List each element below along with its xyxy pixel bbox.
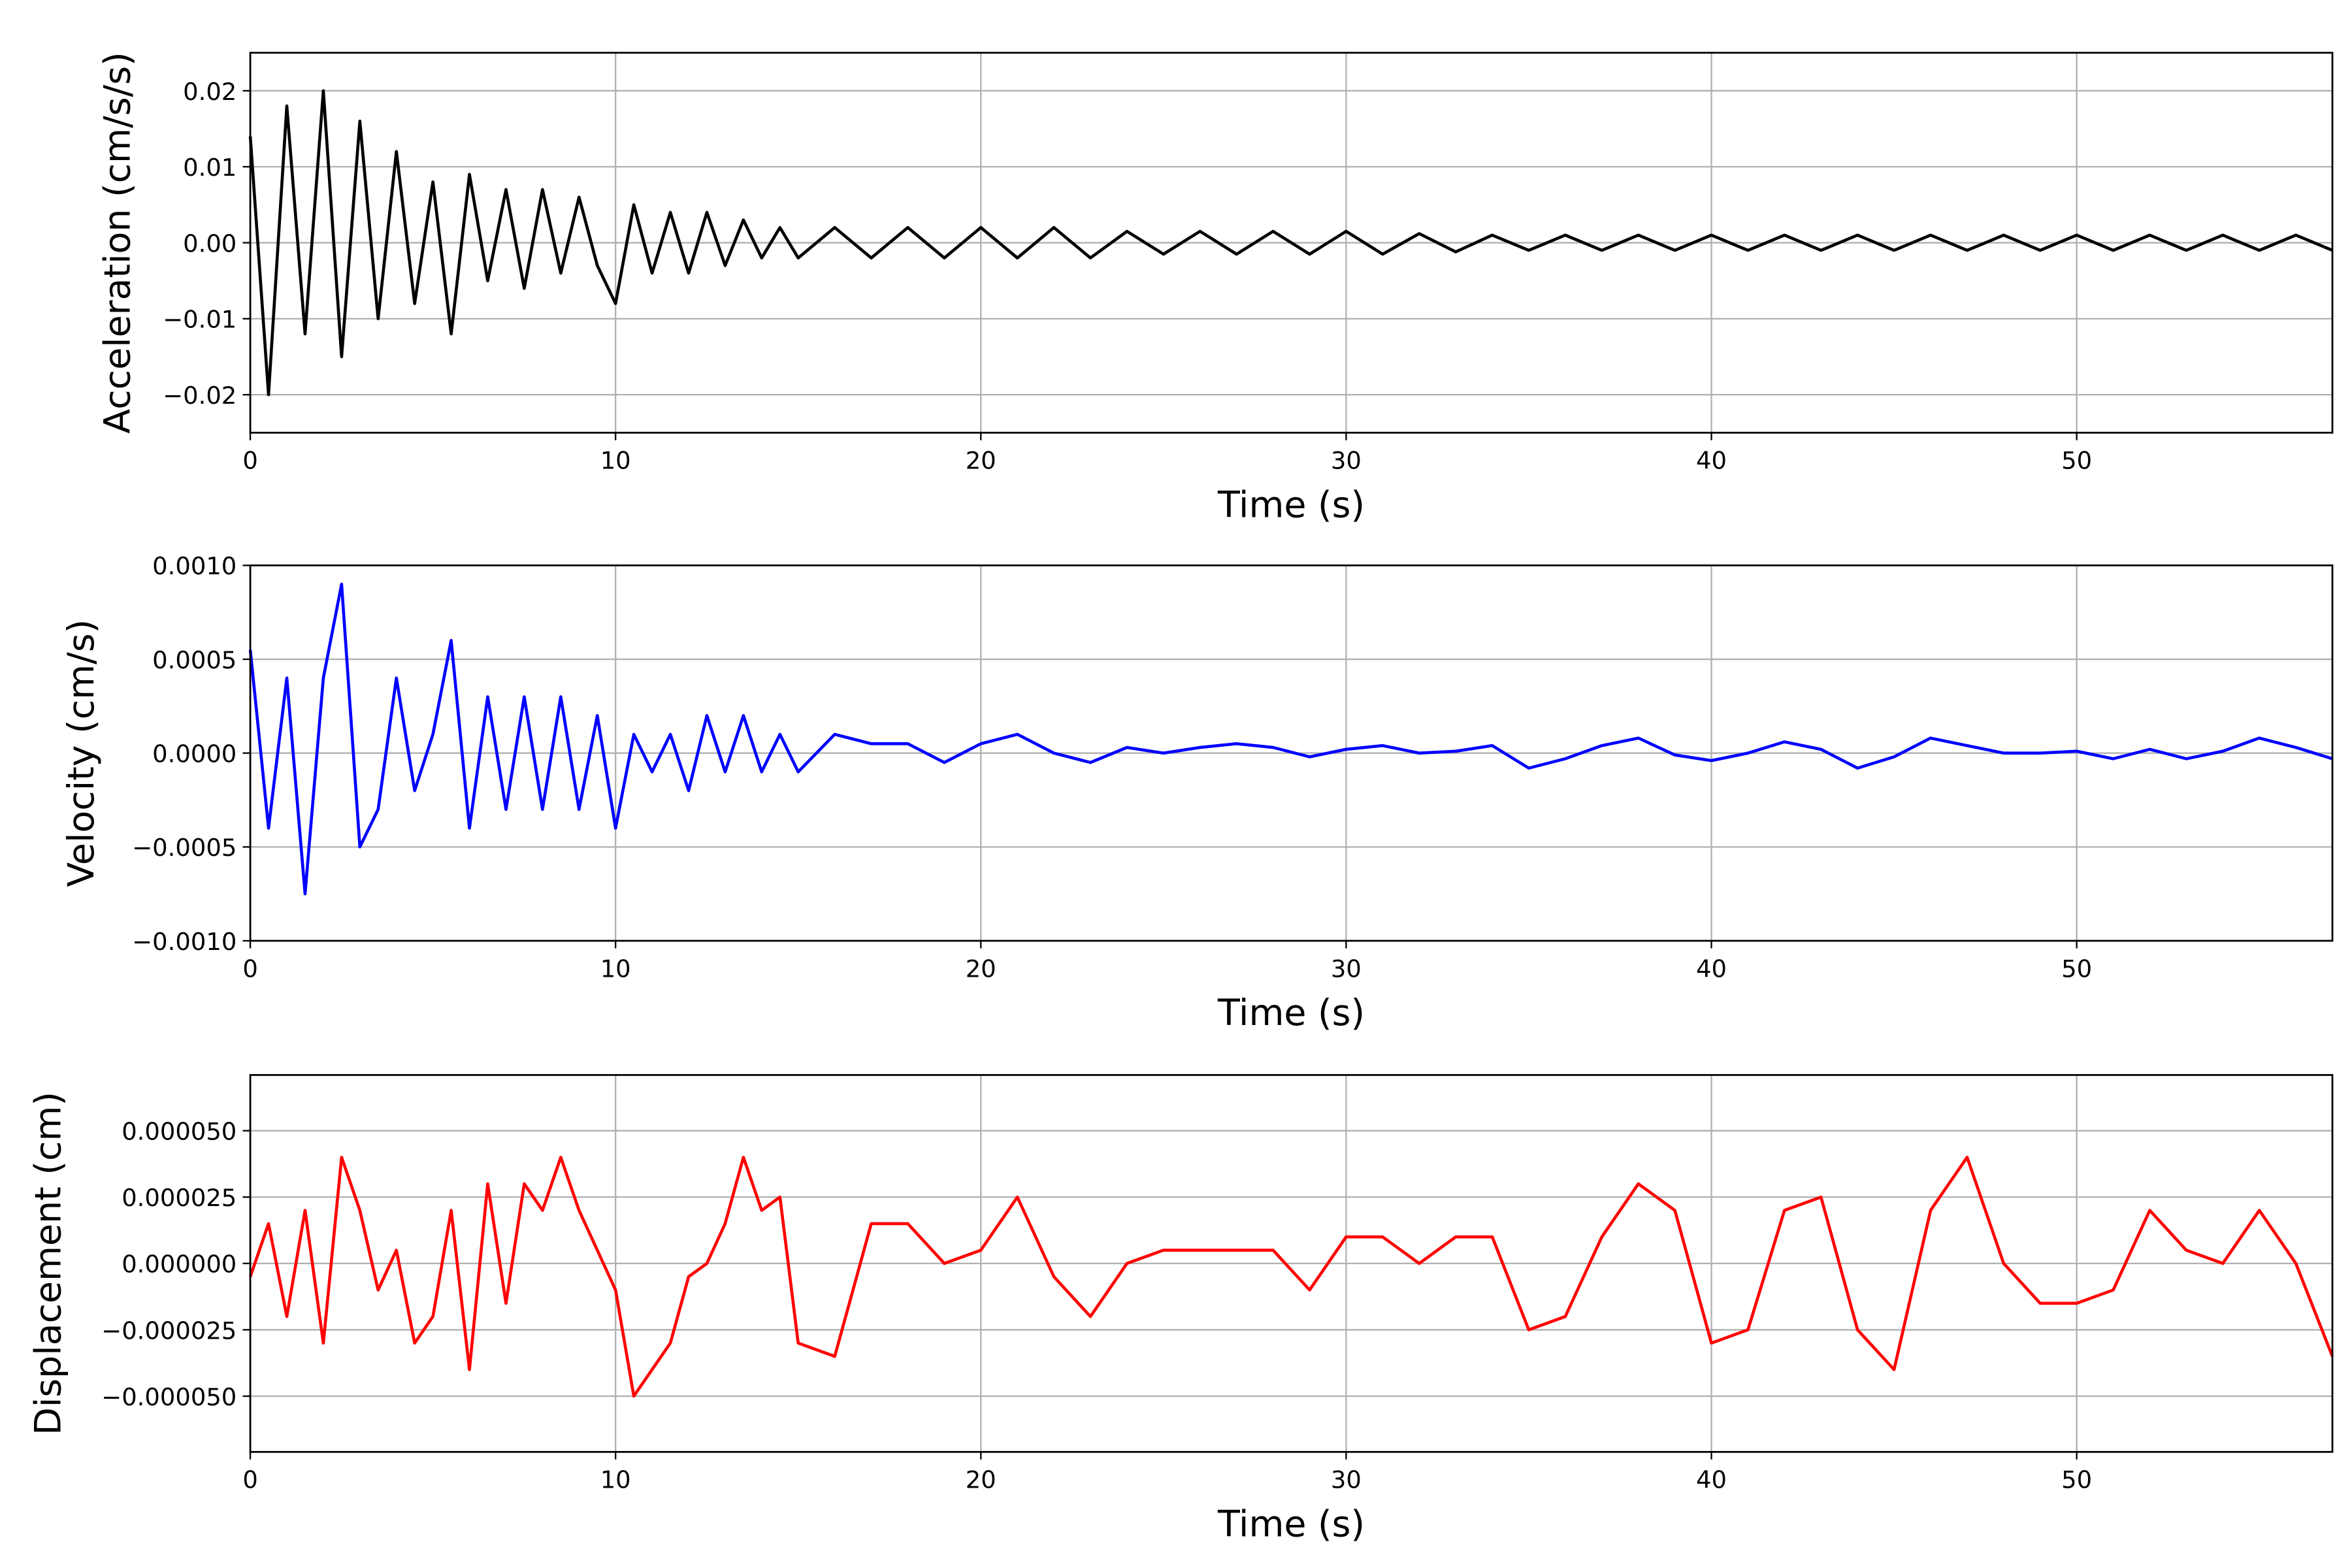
x-tick-label: 30 [1331,955,1362,983]
y-tick-label: −0.000050 [101,1383,237,1411]
y-tick-label: 0.000000 [122,1250,237,1279]
x-tick-label: 20 [966,447,996,475]
y-tick-label: 0.01 [183,154,237,182]
x-tick-label: 30 [1331,447,1362,475]
x-tick-label: 0 [242,1466,257,1494]
axes-frame [249,564,2334,942]
x-tick-label: 50 [2061,955,2092,983]
y-tick-label: 0.000050 [122,1118,237,1146]
y-tick-label: −0.000025 [101,1316,237,1345]
y-tick-label: 0.02 [183,78,237,106]
y-tick-label: 0.0010 [152,552,237,580]
x-tick-label: 40 [1696,955,1727,983]
x-tick-label: 10 [600,1466,631,1494]
x-axis-label: Time (s) [1217,992,1365,1034]
y-tick-label: 0.0000 [152,740,237,768]
x-tick-label: 10 [600,955,631,983]
y-tick-label: 0.000025 [122,1184,237,1212]
axes-frame [249,52,2334,434]
data-line [248,582,2333,896]
data-line [248,89,2333,397]
x-tick-label: 50 [2061,1466,2092,1494]
x-tick-label: 20 [966,1466,996,1494]
y-axis-label: Acceleration (cm/s/s) [97,52,139,433]
x-tick-label: 40 [1696,447,1727,475]
x-tick-label: 30 [1331,1466,1362,1494]
x-axis-label: Time (s) [1217,485,1365,527]
y-tick-label: 0.0005 [152,646,237,674]
axes-frame [249,1073,2334,1453]
x-tick-label: 0 [242,955,257,983]
data-line [248,1156,2334,1398]
y-axis-label: Velocity (cm/s) [61,619,103,887]
y-tick-label: −0.02 [163,382,237,410]
y-tick-label: 0.00 [183,229,237,257]
x-tick-label: 40 [1696,1466,1727,1494]
x-tick-label: 10 [600,447,631,475]
x-tick-label: 0 [242,447,257,475]
x-axis-label: Time (s) [1217,1504,1365,1546]
y-tick-label: −0.01 [163,306,237,334]
x-tick-label: 20 [966,955,996,983]
y-tick-label: −0.0010 [132,928,237,956]
y-tick-label: −0.0005 [132,834,237,862]
x-tick-label: 50 [2061,447,2092,475]
y-axis-label: Displacement (cm) [27,1092,69,1435]
